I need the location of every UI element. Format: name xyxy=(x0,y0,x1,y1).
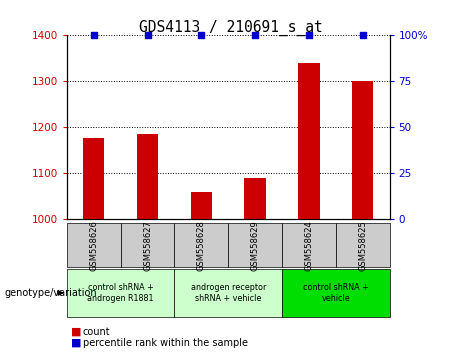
Text: androgen receptor
shRNA + vehicle: androgen receptor shRNA + vehicle xyxy=(190,283,266,303)
Text: GDS4113 / 210691_s_at: GDS4113 / 210691_s_at xyxy=(139,19,322,36)
Point xyxy=(90,33,97,38)
Point xyxy=(198,33,205,38)
Point xyxy=(144,33,151,38)
Text: GSM558629: GSM558629 xyxy=(251,220,260,270)
Point xyxy=(251,33,259,38)
Bar xyxy=(352,81,373,219)
Bar xyxy=(244,178,266,219)
Bar xyxy=(83,138,105,219)
Text: GSM558625: GSM558625 xyxy=(358,220,367,270)
Bar xyxy=(190,192,212,219)
Text: GSM558626: GSM558626 xyxy=(89,220,98,270)
Point xyxy=(305,33,313,38)
Text: percentile rank within the sample: percentile rank within the sample xyxy=(83,338,248,348)
Text: ■: ■ xyxy=(71,338,82,348)
Text: genotype/variation: genotype/variation xyxy=(5,288,97,298)
Text: ■: ■ xyxy=(71,327,82,337)
Point xyxy=(359,33,366,38)
Text: count: count xyxy=(83,327,111,337)
Text: GSM558628: GSM558628 xyxy=(197,220,206,270)
Text: GSM558624: GSM558624 xyxy=(304,220,313,270)
Text: GSM558627: GSM558627 xyxy=(143,220,152,270)
Bar xyxy=(298,63,319,219)
Text: control shRNA +
vehicle: control shRNA + vehicle xyxy=(303,283,369,303)
Bar xyxy=(137,135,158,219)
Text: control shRNA +
androgen R1881: control shRNA + androgen R1881 xyxy=(88,283,154,303)
